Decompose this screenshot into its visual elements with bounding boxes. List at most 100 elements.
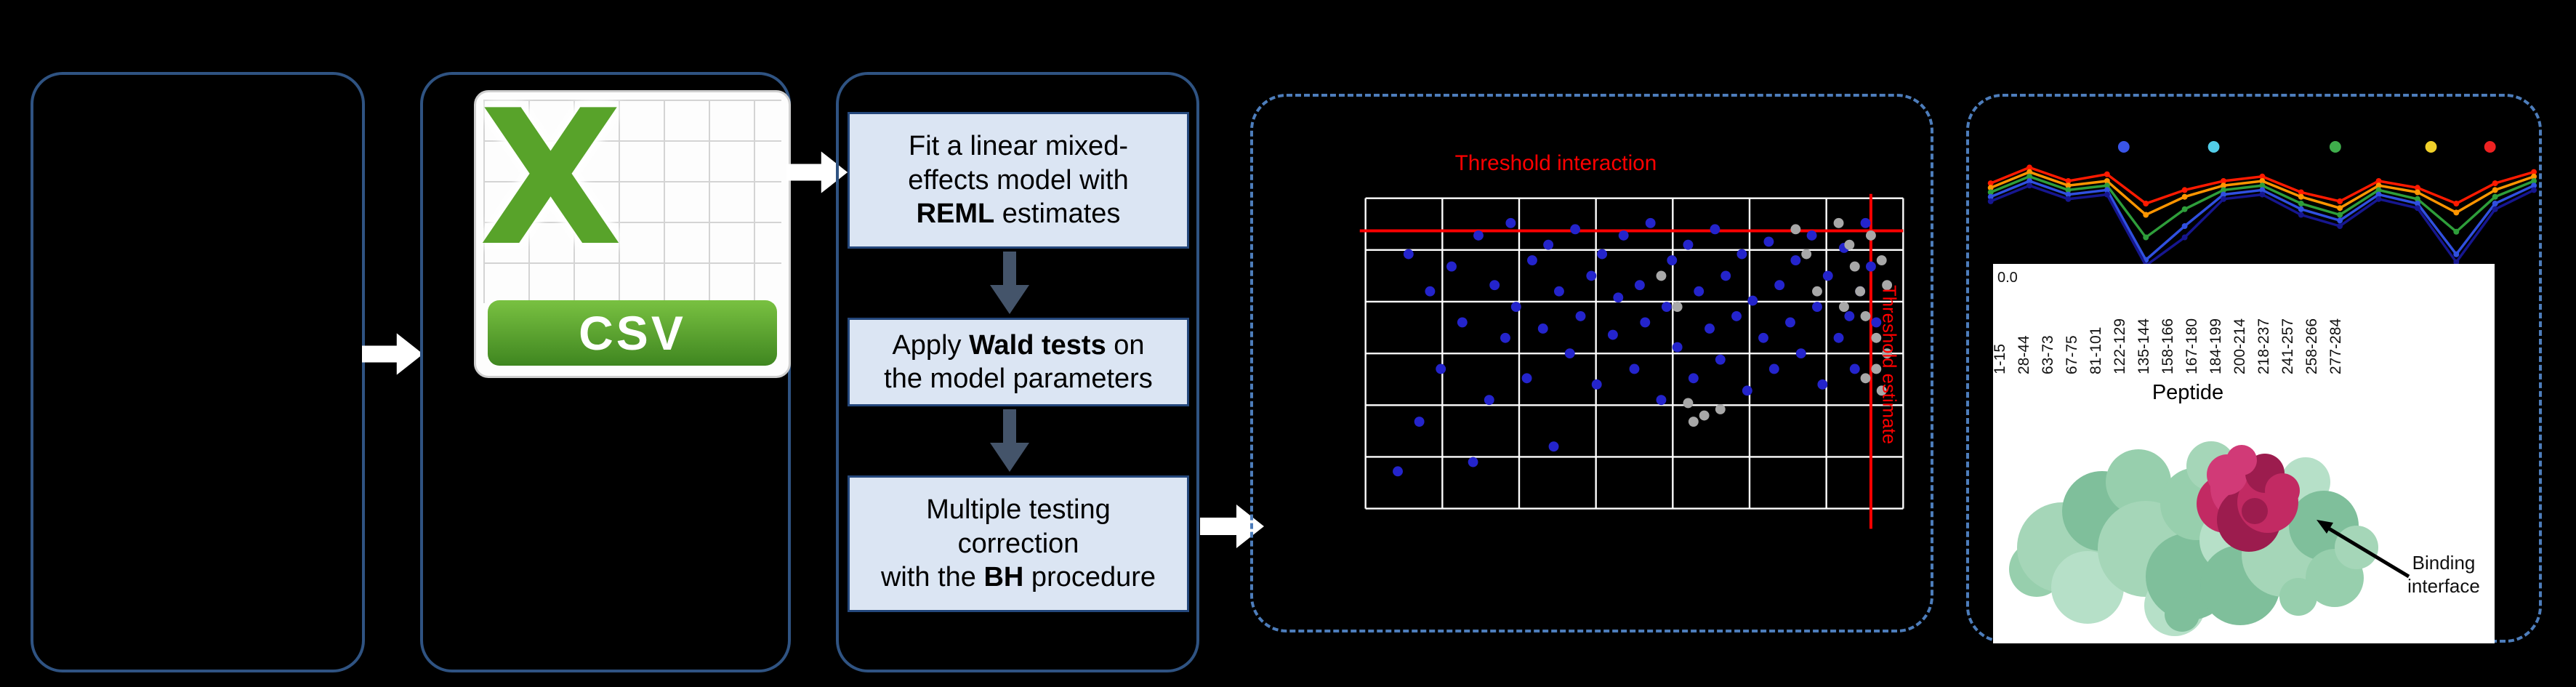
threshold-interaction-label: Threshold interaction [1455,151,1657,175]
filtered-point [1876,385,1887,396]
filtered-point [1860,310,1871,321]
step-box-wald: Apply Wald tests on the model parameters [848,318,1189,406]
filtered-point [1844,239,1855,250]
panel-4-scatter: Threshold interaction Threshold estimate [1250,94,1933,632]
filtered-point [1860,373,1871,384]
peptide-tick-label: 28-44 [2016,335,2032,374]
step-text-line: Fit a linear mixed- [850,129,1187,163]
line-point-red [2531,169,2537,175]
interaction-point [1414,417,1425,427]
bold-text: BH [983,562,1024,593]
filtered-point [1876,255,1887,265]
line-point-navy [1987,198,1994,204]
line-point-blue [2104,187,2110,193]
down-arrow-1 [990,252,1029,314]
line-point-orange [2026,169,2033,175]
panel-3-steps: Fit a linear mixed-effects model with REM… [836,72,1199,672]
interaction-point [1871,317,1882,328]
filtered-point [1882,280,1893,291]
line-point-navy [2026,182,2033,189]
peptide-tick-label: 200-214 [2231,318,2248,374]
filtered-point [1882,348,1893,359]
line-point-navy [2298,212,2304,218]
interaction-point [1403,249,1414,260]
line-point-navy [2453,259,2460,265]
interaction-point [1640,317,1651,328]
binding-interface-label-line2: interface [2407,575,2480,597]
line-point-green [2143,234,2149,241]
step-text-line: the model parameters [850,362,1187,395]
text: on [1106,329,1145,361]
line-point-red [2026,164,2033,171]
text: Fit a linear mixed- [909,131,1128,162]
filtered-point [1656,270,1667,281]
interaction-point [1688,373,1699,384]
line-point-orange [2337,205,2343,212]
line-point-green [2375,187,2382,193]
interaction-point [1795,348,1806,359]
interaction-point [1629,363,1640,374]
peptide-tick-label: 277-284 [2327,318,2344,374]
line-point-green [2414,196,2420,202]
filtered-point [1871,363,1882,374]
y-axis-tick-label: 0.0 [1997,270,2018,286]
interaction-point [1758,332,1768,343]
line-point-navy [2414,205,2420,212]
line-point-green [1987,189,1994,196]
interaction-point [1500,332,1510,343]
filtered-point [1839,302,1849,313]
interaction-point [1790,255,1801,265]
interaction-point [1731,310,1742,321]
interaction-point [1812,302,1822,313]
line-point-green [2065,187,2072,193]
step-box-reml: Fit a linear mixed-effects model with REM… [848,112,1189,249]
line-point-orange [1987,185,1994,191]
line-point-red [2298,189,2304,196]
line-point-navy [2104,191,2110,198]
line-point-green [2298,201,2304,206]
interaction-point [1570,224,1581,235]
interaction-point [1736,249,1747,260]
interaction-point [1393,466,1403,477]
line-point-red [2181,187,2188,193]
excel-x-letter: X [479,90,623,287]
line-point-orange [2221,182,2226,189]
line-series-navy [1990,184,2535,268]
interaction-point [1742,385,1752,396]
line-point-red [2453,201,2460,206]
binding-interface-label-line1: Binding [2412,552,2476,574]
filtered-point [1688,417,1699,427]
down-arrow-2 [990,409,1029,472]
interaction-point [1591,379,1602,390]
peptide-axis-labels: 1-15 28-44 63-73 67-75 81-101 122-129 135-144 1… [1993,318,2344,374]
interaction-point [1844,310,1855,321]
interaction-point [1661,302,1672,313]
interaction-point [1747,295,1758,306]
interaction-point [1866,261,1876,272]
peptide-tick-label: 184-199 [2207,318,2224,374]
peptide-tick-label: 258-266 [2303,318,2320,374]
interaction-point [1436,363,1446,374]
protein-surface-blob [2279,578,2317,616]
bold-text: Wald tests [969,329,1106,361]
interaction-point [1537,324,1548,334]
line-point-green [2104,182,2110,189]
filtered-point [1801,249,1812,260]
interaction-point [1425,286,1436,297]
filtered-point [1833,217,1844,228]
line-point-orange [2298,193,2304,200]
legend-dot [2329,141,2341,153]
line-point-orange [2143,212,2149,218]
peptide-tick-label: 1-15 [1993,344,2008,374]
line-point-green [2259,182,2266,189]
text: with the [880,562,984,593]
peptide-tick-label: 122-129 [2112,318,2128,374]
interaction-point [1586,270,1597,281]
line-point-navy [2531,187,2537,193]
filtered-point [1849,261,1860,272]
interaction-point [1715,354,1726,365]
filtered-point [1715,404,1726,414]
interaction-point [1785,317,1795,328]
protein-surface-blob [2106,449,2171,515]
